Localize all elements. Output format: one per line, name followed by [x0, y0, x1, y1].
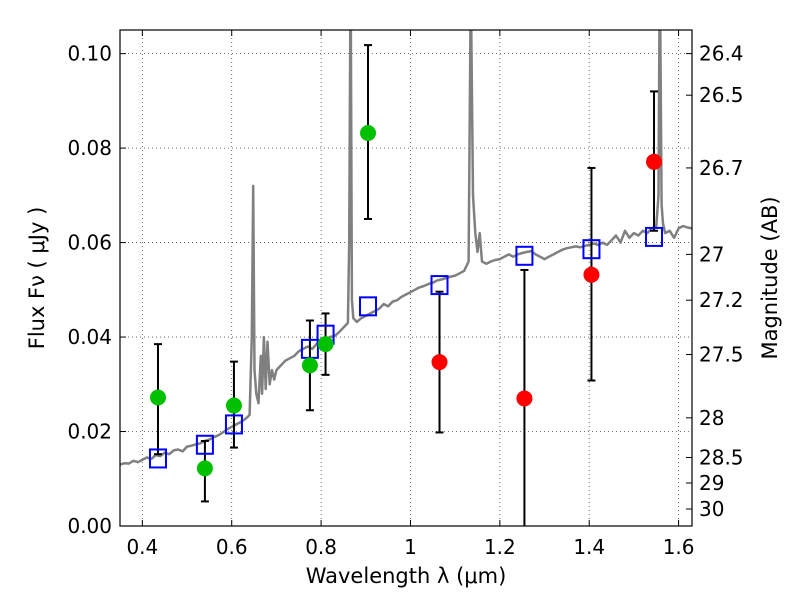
right-tick-label: 26.7	[699, 156, 744, 180]
low-significance-point	[431, 354, 448, 371]
model-flux-square	[515, 245, 534, 266]
low-significance-point	[583, 266, 600, 283]
spectrum-line	[120, 30, 692, 466]
detection-point	[317, 336, 334, 353]
low-significance-point	[516, 390, 533, 407]
spectrum-layer	[120, 30, 692, 466]
error-bars	[153, 44, 659, 526]
y-tick-label: 0.10	[67, 42, 112, 66]
x-tick-label: 1.6	[663, 535, 695, 559]
x-tick-label: 0.4	[126, 535, 158, 559]
right-tick-label: 27	[699, 242, 724, 266]
x-tick-label: 1.2	[484, 535, 516, 559]
right-tick-label: 27.2	[699, 288, 744, 312]
model-flux-square	[430, 275, 449, 296]
detection-point	[225, 397, 242, 414]
y-tick-label: 0.00	[67, 514, 112, 538]
y-axis-label: Flux Fν ( μJy )	[25, 207, 49, 350]
detection-point	[360, 124, 377, 141]
right-tick-label: 26.4	[699, 42, 744, 66]
model-flux-square	[359, 296, 378, 317]
model-flux-square	[195, 434, 214, 455]
x-tick-label: 0.8	[305, 535, 337, 559]
x-axis-label: Wavelength λ (μm)	[306, 564, 507, 588]
model-flux-square	[645, 226, 664, 247]
detection-point	[196, 460, 213, 477]
right-tick-label: 29	[699, 471, 724, 495]
right-tick-label: 26.5	[699, 83, 744, 107]
model-flux-square	[224, 414, 243, 435]
model-photometry-squares	[148, 226, 664, 469]
y-tick-label: 0.02	[67, 420, 112, 444]
y-tick-label: 0.04	[67, 325, 112, 349]
x-tick-label: 1	[404, 535, 417, 559]
x-tick-label: 0.6	[216, 535, 248, 559]
x-tick-label: 1.4	[573, 535, 605, 559]
right-axis-label: Magnitude (AB)	[758, 196, 782, 359]
detection-point	[301, 357, 318, 374]
right-tick-label: 28.5	[699, 446, 744, 470]
low-significance-point	[646, 153, 663, 170]
model-flux-square	[582, 239, 601, 260]
right-tick-label: 28	[699, 406, 724, 430]
right-tick-label: 30	[699, 497, 724, 521]
plot-frame	[119, 29, 693, 527]
y-tick-label: 0.08	[67, 136, 112, 160]
model-flux-square	[148, 448, 167, 469]
y-axis-left: 0.00 0.02 0.04 0.06 0.08 0.10	[67, 42, 126, 538]
x-axis: 0.4 0.6 0.8 1 1.2 1.4 1.6	[126, 30, 695, 559]
observed-flux-points	[149, 124, 663, 477]
y-tick-label: 0.06	[67, 231, 112, 255]
detection-point	[149, 389, 166, 406]
right-tick-label: 27.5	[699, 343, 744, 367]
